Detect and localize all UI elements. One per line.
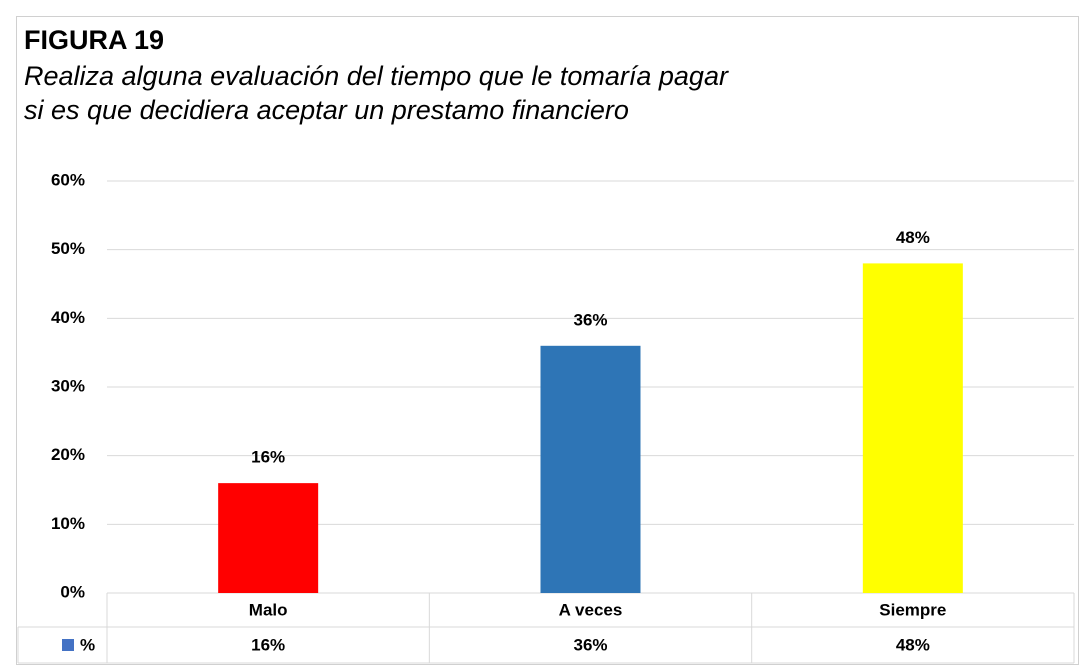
chart-subtitle: si es que decidiera aceptar un prestamo … <box>24 95 629 125</box>
y-tick-label: 10% <box>51 514 85 533</box>
bar <box>862 263 963 593</box>
data-label: 48% <box>896 228 930 247</box>
y-tick-label: 40% <box>51 308 85 327</box>
y-tick-label: 50% <box>51 239 85 258</box>
table-value: 36% <box>573 635 607 654</box>
table-value: 16% <box>251 635 285 654</box>
chart-subtitle: Realiza alguna evaluación del tiempo que… <box>24 61 729 91</box>
y-tick-label: 20% <box>51 445 85 464</box>
bar <box>540 345 641 593</box>
chart-title: FIGURA 19 <box>24 25 164 55</box>
table-value: 48% <box>896 635 930 654</box>
y-tick-label: 0% <box>60 582 85 601</box>
y-tick-label: 60% <box>51 170 85 189</box>
x-tick-label: A veces <box>559 600 623 619</box>
x-tick-label: Malo <box>249 600 288 619</box>
y-tick-label: 30% <box>51 376 85 395</box>
legend-swatch <box>62 639 74 651</box>
data-label: 16% <box>251 448 285 467</box>
data-label: 36% <box>573 310 607 329</box>
x-tick-label: Siempre <box>879 600 946 619</box>
bar <box>218 483 319 593</box>
legend-label: % <box>80 635 95 654</box>
